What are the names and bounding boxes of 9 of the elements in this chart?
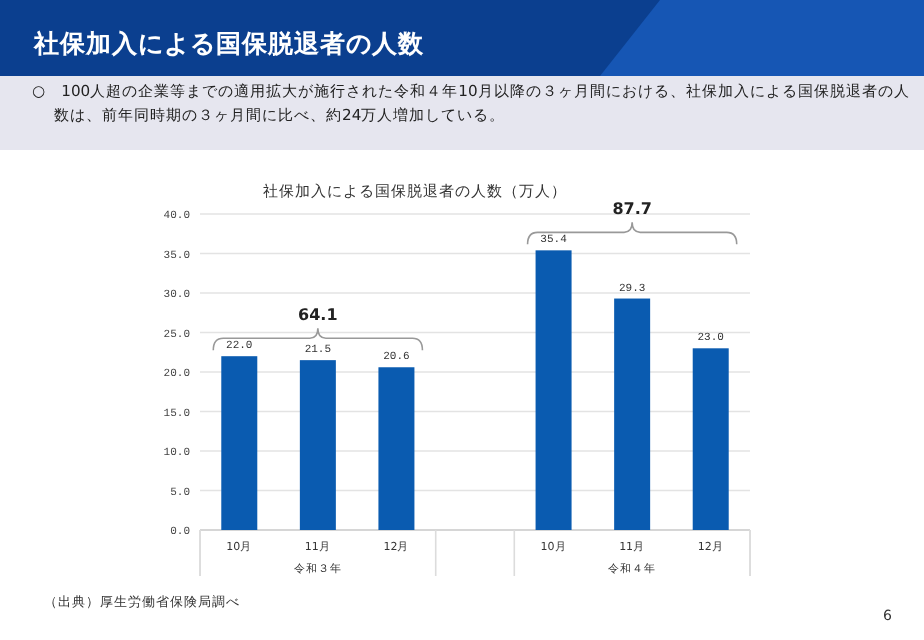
bar <box>221 356 258 530</box>
bar <box>614 298 651 530</box>
bar <box>378 367 415 530</box>
annotation: 64.1 <box>298 306 339 325</box>
annotation: 87.7 <box>612 200 652 219</box>
bar <box>299 360 336 530</box>
bar <box>535 250 572 530</box>
chart-title: 社保加入による国保脱退者の人数 <box>32 28 426 58</box>
bar <box>692 348 729 530</box>
